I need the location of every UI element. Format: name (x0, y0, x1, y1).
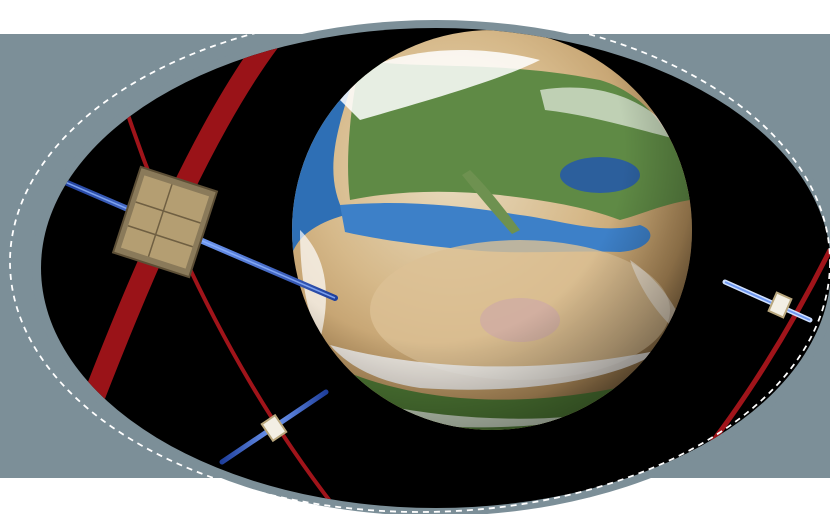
dashed-outline (9, 11, 830, 513)
satellite-small-bottom (219, 389, 329, 465)
satellite-large (62, 165, 338, 301)
orbit-line-left (118, 89, 342, 508)
satellite-small-right (722, 279, 813, 323)
